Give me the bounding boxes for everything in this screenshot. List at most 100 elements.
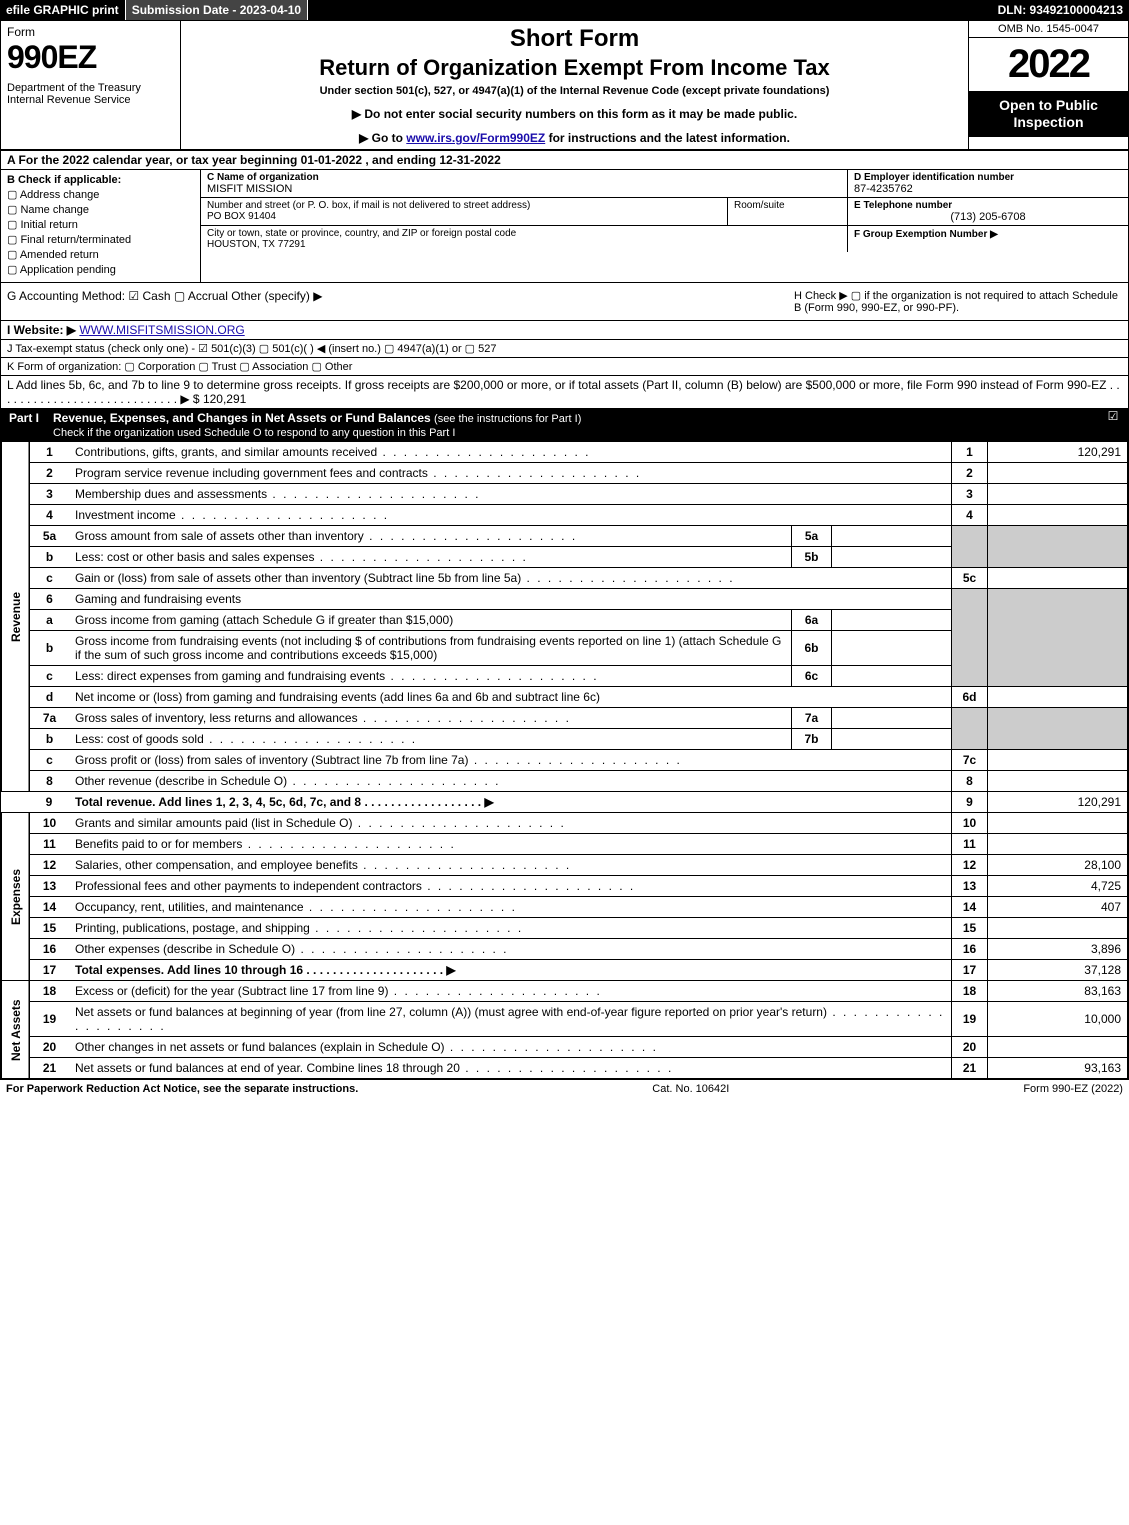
c-label: C Name of organization bbox=[207, 172, 841, 183]
num-4: 4 bbox=[952, 505, 988, 526]
num-15: 15 bbox=[952, 918, 988, 939]
grey-5ab bbox=[952, 526, 988, 568]
part1-title: Revenue, Expenses, and Changes in Net As… bbox=[47, 409, 1098, 441]
inspection-badge: Open to Public Inspection bbox=[969, 91, 1128, 137]
phone-value: (713) 205-6708 bbox=[854, 211, 1122, 223]
ln-16: 16 bbox=[29, 939, 69, 960]
inn-5b: 5b bbox=[792, 547, 832, 568]
irs-link[interactable]: www.irs.gov/Form990EZ bbox=[406, 131, 545, 145]
num-14: 14 bbox=[952, 897, 988, 918]
ln-20: 20 bbox=[29, 1037, 69, 1058]
greyv-5ab bbox=[988, 526, 1128, 568]
desc-10: Grants and similar amounts paid (list in… bbox=[69, 813, 952, 834]
e-cell: E Telephone number (713) 205-6708 bbox=[848, 198, 1128, 225]
num-12: 12 bbox=[952, 855, 988, 876]
desc-16: Other expenses (describe in Schedule O) bbox=[69, 939, 952, 960]
room-cell: Room/suite bbox=[728, 198, 848, 225]
cb-amended[interactable]: Amended return bbox=[7, 248, 194, 261]
ln-8: 8 bbox=[29, 771, 69, 792]
val-20 bbox=[988, 1037, 1128, 1058]
num-20: 20 bbox=[952, 1037, 988, 1058]
num-2: 2 bbox=[952, 463, 988, 484]
efile-label[interactable]: efile GRAPHIC print bbox=[0, 0, 126, 20]
val-15 bbox=[988, 918, 1128, 939]
ln-15: 15 bbox=[29, 918, 69, 939]
form-word: Form bbox=[7, 25, 174, 39]
dept-label: Department of the Treasury Internal Reve… bbox=[7, 82, 174, 106]
f-cell: F Group Exemption Number ▶ bbox=[848, 226, 1128, 252]
desc-8: Other revenue (describe in Schedule O) bbox=[69, 771, 952, 792]
short-form-title: Short Form bbox=[189, 25, 960, 53]
val-1: 120,291 bbox=[988, 442, 1128, 463]
cb-address-change[interactable]: Address change bbox=[7, 188, 194, 201]
inv-7a bbox=[832, 708, 952, 729]
g-accounting: G Accounting Method: ☑ Cash ▢ Accrual Ot… bbox=[1, 283, 788, 320]
part1-num: Part I bbox=[1, 409, 47, 441]
c-name-cell: C Name of organization MISFIT MISSION bbox=[201, 170, 848, 197]
inn-6b: 6b bbox=[792, 631, 832, 666]
ln-7c: c bbox=[29, 750, 69, 771]
d-label: D Employer identification number bbox=[854, 172, 1122, 183]
val-17: 37,128 bbox=[988, 960, 1128, 981]
footer: For Paperwork Reduction Act Notice, see … bbox=[0, 1080, 1129, 1098]
ln-2: 2 bbox=[29, 463, 69, 484]
inn-7a: 7a bbox=[792, 708, 832, 729]
side-revenue: Revenue bbox=[2, 442, 30, 792]
inv-6c bbox=[832, 666, 952, 687]
inv-6b bbox=[832, 631, 952, 666]
desc-14: Occupancy, rent, utilities, and maintena… bbox=[69, 897, 952, 918]
submission-date: Submission Date - 2023-04-10 bbox=[126, 0, 308, 20]
inv-5b bbox=[832, 547, 952, 568]
desc-9: Total revenue. Add lines 1, 2, 3, 4, 5c,… bbox=[69, 792, 952, 813]
cb-final-return[interactable]: Final return/terminated bbox=[7, 233, 194, 246]
num-16: 16 bbox=[952, 939, 988, 960]
street-cell: Number and street (or P. O. box, if mail… bbox=[201, 198, 728, 225]
desc-7a: Gross sales of inventory, less returns a… bbox=[69, 708, 792, 729]
val-8 bbox=[988, 771, 1128, 792]
part1-checkbox[interactable]: ☑ bbox=[1098, 409, 1128, 441]
num-9: 9 bbox=[952, 792, 988, 813]
cb-initial-return[interactable]: Initial return bbox=[7, 218, 194, 231]
num-10: 10 bbox=[952, 813, 988, 834]
j-tax-exempt: J Tax-exempt status (check only one) - ☑… bbox=[1, 340, 1128, 358]
ssn-note: ▶ Do not enter social security numbers o… bbox=[189, 107, 960, 121]
val-5c bbox=[988, 568, 1128, 589]
cb-pending[interactable]: Application pending bbox=[7, 263, 194, 276]
row-c: C Name of organization MISFIT MISSION D … bbox=[201, 170, 1128, 198]
desc-12: Salaries, other compensation, and employ… bbox=[69, 855, 952, 876]
l-gross-receipts: L Add lines 5b, 6c, and 7b to line 9 to … bbox=[1, 376, 1128, 409]
goto-pre: ▶ Go to bbox=[359, 131, 406, 145]
form-number: 990EZ bbox=[7, 39, 96, 75]
desc-6a: Gross income from gaming (attach Schedul… bbox=[69, 610, 792, 631]
city-row: City or town, state or province, country… bbox=[201, 226, 1128, 252]
greyv-6 bbox=[988, 589, 1128, 687]
val-2 bbox=[988, 463, 1128, 484]
desc-6c: Less: direct expenses from gaming and fu… bbox=[69, 666, 792, 687]
side-netassets: Net Assets bbox=[2, 981, 30, 1079]
side-expenses: Expenses bbox=[2, 813, 30, 981]
street-label: Number and street (or P. O. box, if mail… bbox=[207, 200, 721, 211]
ln-19: 19 bbox=[29, 1002, 69, 1037]
num-8: 8 bbox=[952, 771, 988, 792]
desc-6: Gaming and fundraising events bbox=[69, 589, 952, 610]
desc-19: Net assets or fund balances at beginning… bbox=[69, 1002, 952, 1037]
inn-6c: 6c bbox=[792, 666, 832, 687]
num-6d: 6d bbox=[952, 687, 988, 708]
cb-name-change[interactable]: Name change bbox=[7, 203, 194, 216]
form-header: Form 990EZ Department of the Treasury In… bbox=[1, 21, 1128, 151]
val-6d bbox=[988, 687, 1128, 708]
ln-12: 12 bbox=[29, 855, 69, 876]
part1-header: Part I Revenue, Expenses, and Changes in… bbox=[1, 409, 1128, 441]
val-13: 4,725 bbox=[988, 876, 1128, 897]
org-name: MISFIT MISSION bbox=[207, 183, 841, 195]
ln-18: 18 bbox=[29, 981, 69, 1002]
desc-2: Program service revenue including govern… bbox=[69, 463, 952, 484]
city-value: HOUSTON, TX 77291 bbox=[207, 239, 841, 250]
header-right: OMB No. 1545-0047 2022 Open to Public In… bbox=[968, 21, 1128, 149]
ln-21: 21 bbox=[29, 1058, 69, 1079]
num-21: 21 bbox=[952, 1058, 988, 1079]
val-10 bbox=[988, 813, 1128, 834]
ln-6d: d bbox=[29, 687, 69, 708]
website-link[interactable]: WWW.MISFITSMISSION.ORG bbox=[79, 323, 244, 337]
val-11 bbox=[988, 834, 1128, 855]
